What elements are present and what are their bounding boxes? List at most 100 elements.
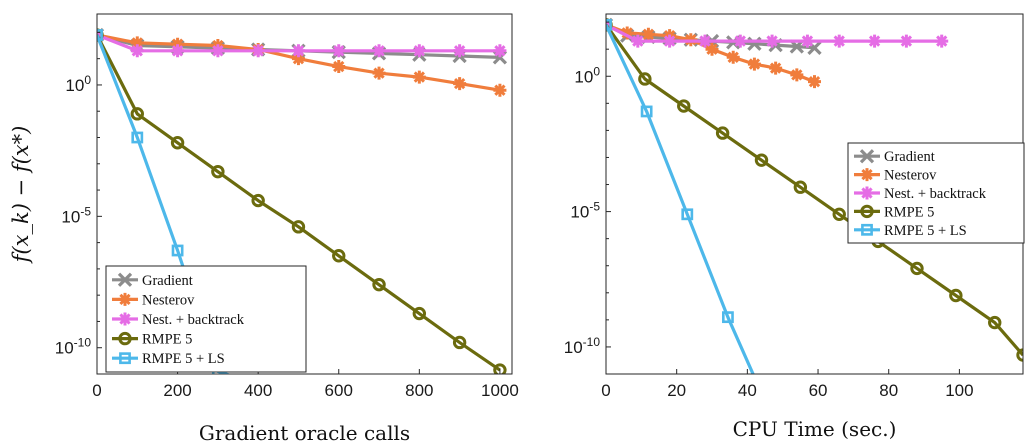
legend-entry: RMPE 5 (142, 332, 192, 348)
y-tick-label: 10-10 (564, 335, 601, 357)
x-tick-label: 800 (405, 381, 433, 400)
data-point (705, 42, 719, 56)
chart-panel-1: 0 200 400 600 800 1000 100 10-5 10-10 Gradient or… (9, 13, 519, 445)
legend-marker (860, 204, 874, 219)
series-nest-backtrack (97, 28, 507, 58)
data-point (332, 44, 346, 58)
series-nesterov (606, 18, 821, 89)
series-rmpe-5-ls (606, 18, 946, 427)
data-point (493, 363, 507, 374)
data-point (790, 68, 804, 82)
data-point (638, 72, 652, 86)
data-point (374, 398, 383, 407)
data-point (620, 26, 634, 40)
series-line (97, 34, 501, 372)
data-point (726, 50, 740, 64)
legend-entry: Nest. + backtrack (142, 312, 245, 328)
legend-entry: RMPE 5 + LS (884, 223, 967, 239)
series-line (97, 34, 232, 374)
legend-marker (860, 186, 874, 200)
data-point (715, 126, 730, 140)
legend-marker (118, 331, 132, 346)
data-point (832, 207, 846, 222)
data-point (372, 277, 386, 292)
data-point (453, 44, 467, 58)
data-point (251, 44, 265, 58)
x-axis-label: Gradient oracle calls (199, 421, 410, 445)
data-point (722, 311, 734, 324)
x-tick-label: 0 (601, 381, 610, 400)
legend-entry: RMPE 5 (884, 204, 934, 220)
legend-entry: Nest. + backtrack (884, 186, 987, 202)
legend: Gradient Nesterov Nest. + backtrack RMPE 5 R… (847, 142, 1025, 244)
data-point (640, 105, 653, 118)
x-tick-label: 0 (92, 381, 101, 400)
data-point (677, 99, 691, 113)
plot-frame (96, 13, 513, 375)
data-point (130, 107, 144, 121)
x-tick-label: 20 (667, 381, 686, 400)
data-point (211, 44, 225, 58)
data-point (754, 153, 769, 167)
legend-marker (118, 292, 132, 306)
data-point (747, 57, 761, 71)
x-tick-label: 200 (163, 381, 191, 400)
data-point (937, 418, 946, 427)
data-point (899, 34, 913, 48)
series-nesterov (97, 28, 507, 97)
data-point (412, 306, 427, 321)
x-axis-label: CPU Time (sec.) (733, 417, 897, 441)
data-point (131, 131, 144, 144)
data-point (294, 404, 303, 413)
chart-panel-2: 0 20 40 60 80 100 100 10-5 10-10 CPU Time (sec.) G… (564, 13, 1025, 441)
data-point (949, 288, 963, 303)
data-point (291, 44, 305, 58)
data-point (808, 75, 821, 89)
data-point (332, 60, 346, 74)
legend-marker (859, 149, 875, 164)
data-point (681, 208, 694, 221)
y-tick-label: 100 (574, 64, 600, 86)
data-point (910, 261, 924, 276)
data-point (171, 244, 184, 257)
data-point (641, 27, 655, 41)
series-line (606, 23, 1023, 357)
data-point (663, 34, 677, 48)
legend-marker (861, 223, 873, 236)
series-line (606, 23, 816, 84)
data-point (291, 220, 306, 234)
data-point (171, 37, 185, 51)
legend-marker (117, 272, 133, 287)
data-point (765, 34, 779, 48)
legend-marker (860, 168, 874, 182)
data-point (733, 34, 747, 48)
data-point (905, 418, 914, 427)
data-point (631, 34, 645, 48)
x-tick-label: 400 (244, 381, 272, 400)
data-point (832, 34, 846, 48)
data-point (171, 44, 185, 58)
legend-marker (118, 312, 132, 326)
data-point (793, 180, 808, 194)
legend-entry: Gradient (884, 149, 935, 165)
legend: Gradient Nesterov Nest. + backtrack RMPE 5 R… (105, 265, 307, 373)
data-point (412, 44, 426, 58)
data-point (372, 44, 386, 58)
data-point (291, 52, 305, 66)
x-tick-label: 1000 (481, 381, 519, 400)
data-point (372, 66, 386, 80)
data-point (130, 36, 144, 50)
data-point (170, 136, 185, 150)
data-point (988, 315, 1002, 330)
data-point (211, 164, 225, 179)
data-point (935, 34, 949, 48)
legend-entry: Nesterov (142, 292, 195, 308)
y-axis-label: f(x_k) − f(x*) (9, 126, 33, 265)
data-point (453, 77, 467, 91)
data-point (130, 44, 144, 58)
legend-entry: Nesterov (884, 168, 937, 184)
y-tick-label: 10-5 (61, 204, 91, 226)
y-tick-label: 10-5 (570, 200, 600, 222)
data-point (764, 405, 773, 414)
